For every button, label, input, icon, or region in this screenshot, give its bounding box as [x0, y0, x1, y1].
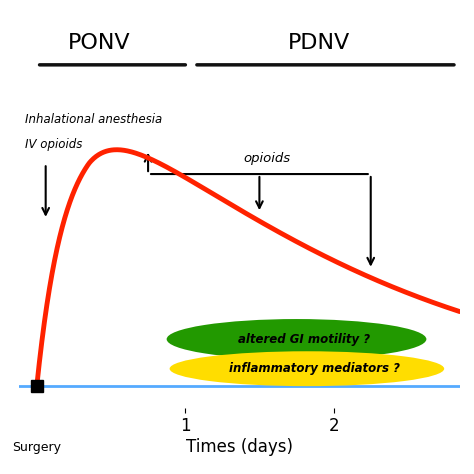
X-axis label: Times (days): Times (days) — [186, 438, 293, 456]
Text: inflammatory mediators ?: inflammatory mediators ? — [229, 362, 400, 375]
Ellipse shape — [170, 351, 444, 386]
Text: Surgery: Surgery — [12, 441, 61, 454]
Text: altered GI motility ?: altered GI motility ? — [238, 333, 370, 346]
Text: IV opioids: IV opioids — [25, 137, 82, 151]
Ellipse shape — [167, 319, 427, 359]
Text: PDNV: PDNV — [288, 33, 350, 53]
Text: opioids: opioids — [243, 152, 291, 165]
Text: Inhalational anesthesia: Inhalational anesthesia — [25, 113, 162, 127]
Text: PONV: PONV — [68, 33, 130, 53]
